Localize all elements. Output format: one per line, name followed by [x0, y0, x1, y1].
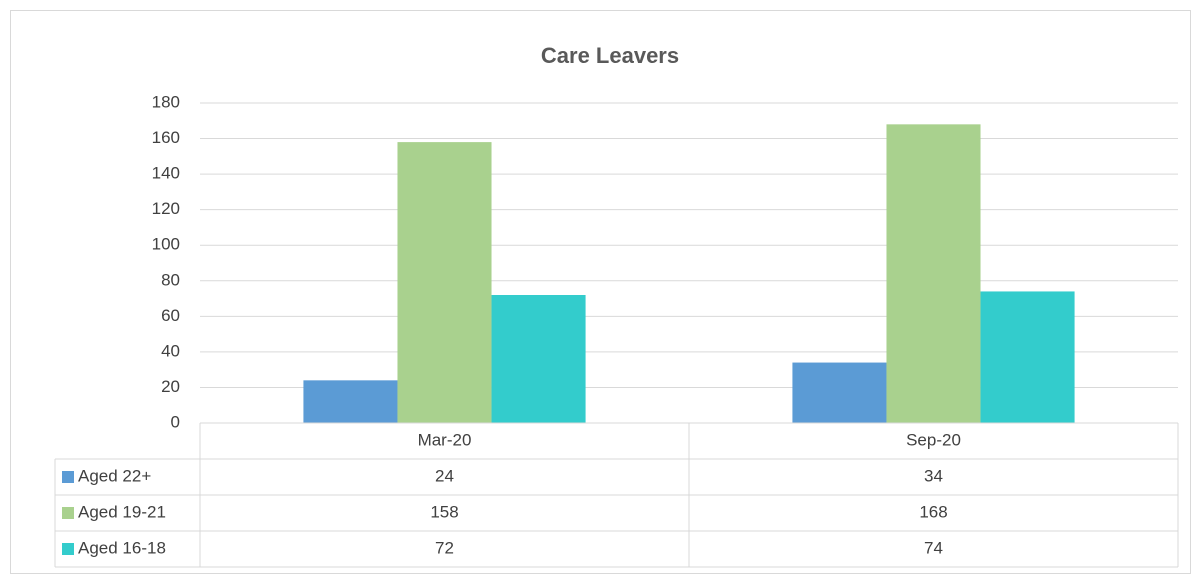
table-value: 158	[430, 502, 458, 521]
table-value: 24	[435, 466, 454, 485]
y-tick-label: 140	[152, 164, 180, 183]
y-tick-label: 100	[152, 235, 180, 254]
legend-swatch	[62, 543, 74, 555]
y-tick-label: 60	[161, 306, 180, 325]
bar	[397, 142, 492, 423]
table-value: 168	[919, 502, 947, 521]
legend-label: Aged 19-21	[78, 502, 166, 521]
bar	[491, 295, 586, 423]
table-value: 74	[924, 538, 943, 557]
legend-swatch	[62, 507, 74, 519]
table-value: 34	[924, 466, 943, 485]
y-tick-label: 180	[152, 92, 180, 111]
legend-label: Aged 22+	[78, 466, 151, 485]
y-tick-label: 0	[171, 412, 180, 431]
bar	[980, 291, 1075, 423]
x-tick-label: Mar-20	[418, 430, 472, 449]
y-tick-label: 80	[161, 270, 180, 289]
chart-title: Care Leavers	[541, 43, 679, 68]
bar	[886, 124, 981, 423]
y-tick-label: 160	[152, 128, 180, 147]
table-value: 72	[435, 538, 454, 557]
legend-label: Aged 16-18	[78, 538, 166, 557]
y-tick-label: 40	[161, 341, 180, 360]
legend-swatch	[62, 471, 74, 483]
y-tick-label: 120	[152, 199, 180, 218]
bar	[792, 362, 887, 423]
y-tick-label: 20	[161, 377, 180, 396]
x-tick-label: Sep-20	[906, 430, 961, 449]
bar	[303, 380, 398, 423]
